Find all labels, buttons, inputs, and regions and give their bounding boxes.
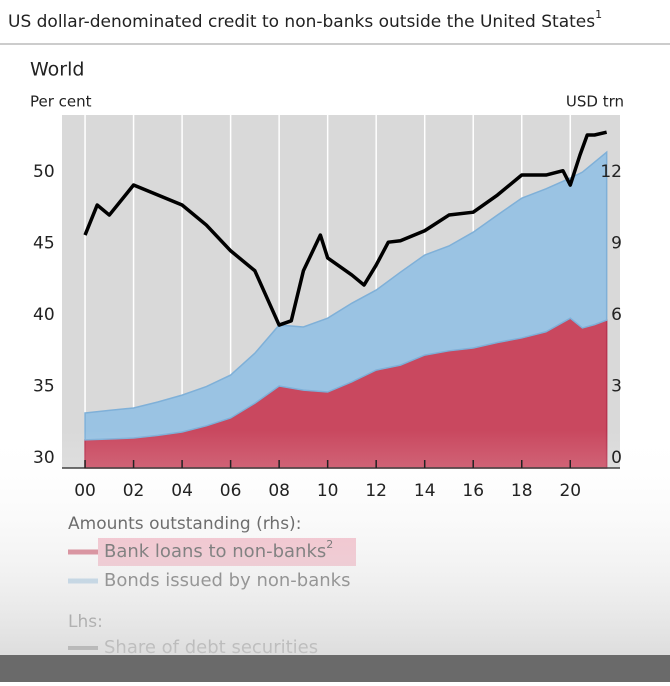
x-tick-label: 10 <box>317 481 339 501</box>
footnote-marker: 1 <box>595 8 602 21</box>
y-tick-label: 45 <box>33 234 55 254</box>
bottom-fade <box>0 430 670 660</box>
subtitle: World <box>30 59 84 81</box>
title-text: US dollar-denominated credit to non-bank… <box>8 12 595 32</box>
x-tick-label: 02 <box>123 481 145 501</box>
x-tick-label: 20 <box>559 481 581 501</box>
line <box>83 130 608 327</box>
y-tick-label: 50 <box>33 162 55 182</box>
x-tick-label: 08 <box>268 481 290 501</box>
x-tick-label: 06 <box>220 481 242 501</box>
y2-tick-label: 12 <box>600 162 622 182</box>
y-axis-label: Per cent <box>30 93 92 111</box>
x-tick-label: 12 <box>365 481 387 501</box>
x-tick-label: 18 <box>511 481 533 501</box>
x-tick-label: 04 <box>171 481 193 501</box>
x-tick-label: 14 <box>414 481 436 501</box>
x-tick-label: 16 <box>462 481 484 501</box>
bottom-bar <box>0 655 670 682</box>
x-tick-label: 00 <box>74 481 96 501</box>
y2-tick-label: 0 <box>611 448 622 468</box>
y-tick-label: 35 <box>33 377 55 397</box>
y2-tick-label: 3 <box>611 377 622 397</box>
y2-tick-label: 9 <box>611 234 622 254</box>
y2-tick-label: 6 <box>611 305 622 325</box>
y-tick-label: 30 <box>33 448 55 468</box>
y2-axis-label: USD trn <box>566 93 624 111</box>
y-tick-label: 40 <box>33 305 55 325</box>
chart-title: US dollar-denominated credit to non-bank… <box>8 8 602 32</box>
